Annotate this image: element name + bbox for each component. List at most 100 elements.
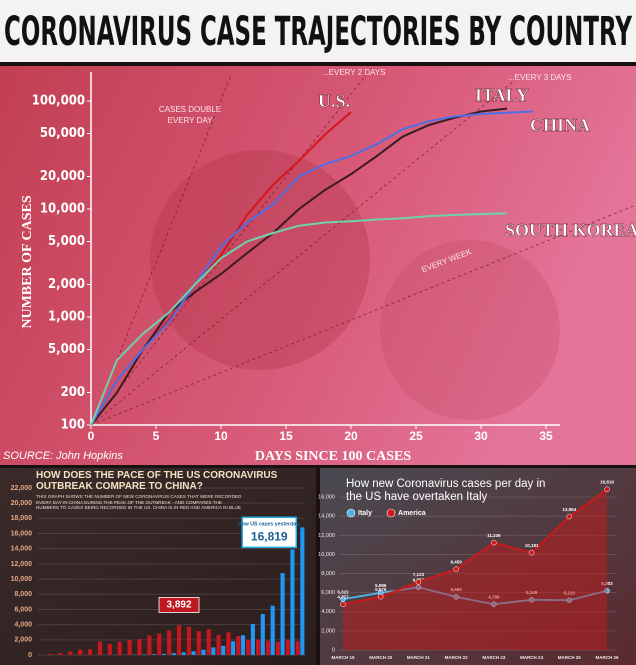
series-line (342, 488, 608, 606)
x-tick-label: MARCH 26 (595, 655, 619, 660)
bar (97, 641, 102, 655)
point (491, 601, 497, 607)
value-label: 5,322 (337, 589, 349, 594)
bar (226, 632, 231, 655)
value-label: 5,210 (564, 590, 576, 595)
bar (240, 635, 246, 655)
bar (151, 654, 157, 655)
y-tick-label: 200 (61, 385, 85, 400)
y-tick-label: 12,000 (11, 561, 33, 568)
bar (117, 641, 122, 655)
y-tick-label: 2,000 (321, 628, 335, 634)
bar (142, 654, 147, 655)
legend-swatch (386, 508, 396, 518)
point (528, 597, 535, 603)
bar (290, 549, 295, 655)
series-line (90, 107, 508, 426)
value-label: 4,777 (337, 595, 349, 600)
y-tick-label: 10,000 (318, 552, 335, 558)
bar (157, 633, 162, 655)
legend-label: America (398, 510, 426, 517)
value-label: 5,560 (451, 587, 463, 592)
virus-image (380, 240, 560, 420)
legend-swatch (346, 508, 356, 518)
header-rule (0, 62, 636, 66)
area (343, 489, 607, 650)
bar (167, 630, 172, 655)
point (566, 513, 573, 520)
bar (275, 641, 280, 655)
value-label: 7,123 (413, 572, 425, 577)
bar (256, 639, 261, 655)
point (377, 593, 384, 600)
y-tick-label: 5,000 (48, 234, 85, 249)
y-tick-label: 14,000 (11, 546, 33, 553)
series-label: SOUTH KOREA (505, 220, 636, 240)
y-tick-label: 50,000 (40, 126, 85, 141)
series-line (90, 212, 508, 426)
bar (300, 527, 305, 655)
line-panel (320, 468, 636, 665)
y-tick-label: 100 (61, 418, 85, 433)
source: SOURCE: John Hopkins (3, 450, 123, 462)
y-tick-label: 6,000 (321, 590, 335, 596)
bar (87, 649, 93, 655)
bar (171, 653, 176, 655)
bar (236, 636, 241, 655)
bar (260, 614, 265, 655)
point (340, 601, 346, 608)
point (453, 566, 459, 572)
header-bg (0, 0, 636, 62)
value-label: 3,892 (167, 600, 192, 611)
y-axis-title: NUMBER OF CASES (20, 195, 35, 328)
bar (211, 647, 216, 655)
bar (246, 639, 251, 655)
bar (221, 645, 226, 655)
y-tick-label: 14,000 (318, 514, 335, 520)
y-tick-label: 20,000 (11, 500, 33, 507)
value-label: 16,819 (251, 530, 288, 544)
x-tick-label: MARCH 23 (482, 655, 506, 660)
bar (186, 626, 191, 655)
series-label: CHINA (530, 115, 590, 135)
bar (48, 654, 53, 655)
bar (280, 573, 285, 655)
point (453, 594, 459, 600)
y-tick-label: 8,000 (14, 591, 32, 598)
bar (161, 653, 166, 655)
series-line (342, 586, 608, 606)
y-tick-label: 16,000 (318, 495, 335, 501)
y-tick-label: 16,000 (11, 530, 33, 537)
point (491, 539, 497, 546)
bar (176, 625, 182, 655)
callout-box (158, 597, 200, 613)
bar (191, 651, 196, 655)
bar (250, 623, 255, 655)
series-label: ITALY (475, 85, 529, 105)
y-tick-label: 8,000 (321, 571, 335, 577)
bar (270, 605, 275, 655)
value-label: 5,986 (375, 583, 387, 588)
bar (58, 653, 63, 655)
x-tick-label: MARCH 21 (407, 655, 431, 660)
y-tick-label: 22,000 (11, 485, 33, 492)
y-tick-label: 2,000 (14, 637, 32, 644)
series-label: U.S. (318, 91, 350, 111)
y-tick-label: 5,000 (48, 342, 85, 357)
value-label: 10,181 (525, 543, 539, 548)
bar (78, 649, 83, 655)
x-tick-label: 10 (214, 429, 228, 443)
x-tick-label: MARCH 20 (369, 655, 393, 660)
value-label: 8,459 (451, 559, 463, 564)
legend-label: Italy (358, 510, 372, 517)
x-tick-label: 15 (279, 429, 293, 443)
y-tick-label: 18,000 (11, 515, 33, 522)
y-tick-label: 10,000 (40, 202, 85, 217)
y-tick-label: 4,000 (14, 621, 32, 628)
reference-line (90, 204, 636, 426)
value-label: 13,964 (562, 507, 576, 512)
y-tick-label: 0 (332, 647, 335, 653)
x-tick-label: MARCH 19 (331, 655, 355, 660)
